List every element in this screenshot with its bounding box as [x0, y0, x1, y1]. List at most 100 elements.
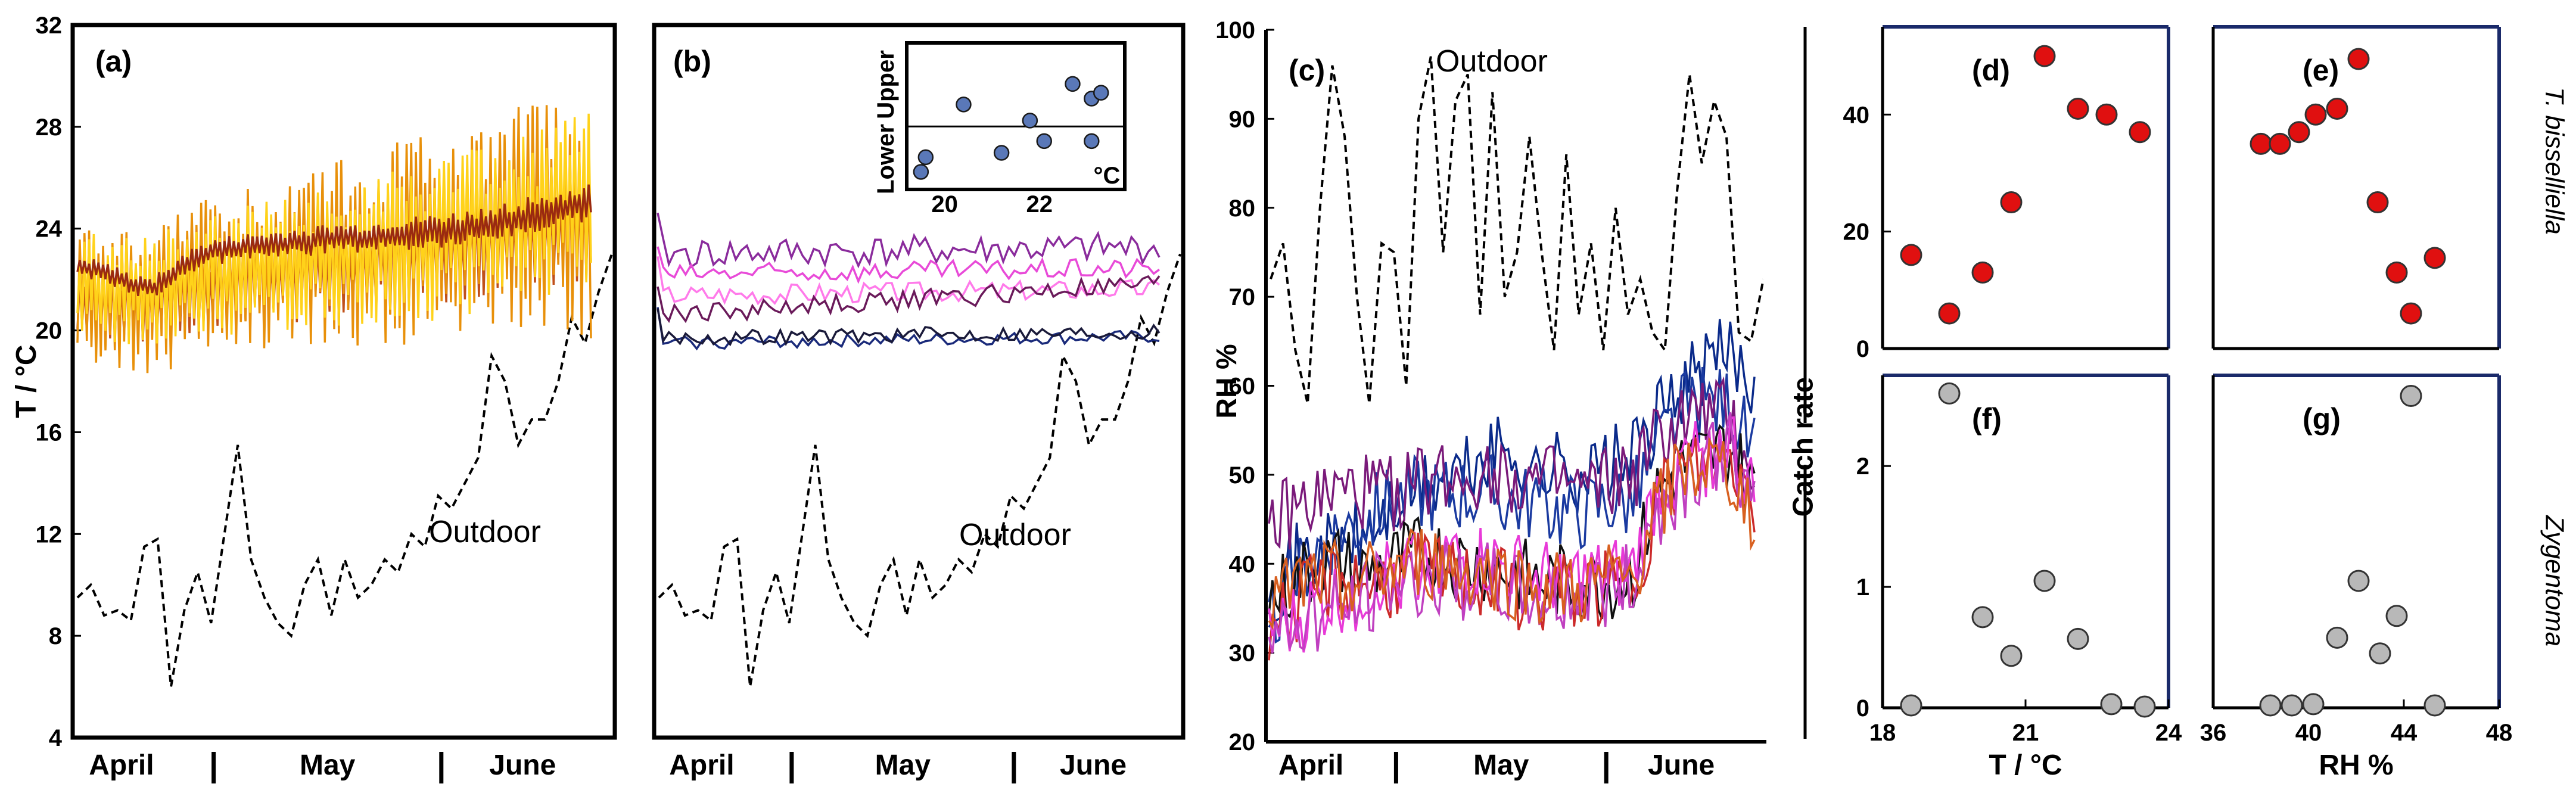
month-label-a-1: May — [300, 750, 356, 781]
panel-f: (f) 0 1 2 18 21 24 T / °C — [1856, 374, 2182, 781]
inset-unit: °C — [1094, 163, 1121, 189]
y-tick-label-a-6: 28 — [36, 114, 63, 141]
point-e-5 — [2347, 48, 2370, 70]
y-tick-label-d-1: 20 — [1843, 219, 1870, 245]
point-g-0 — [2259, 694, 2282, 717]
point-d-4 — [2033, 45, 2056, 67]
series-line-a-3 — [76, 184, 592, 296]
month-label-b-1: May — [875, 750, 931, 781]
outdoor-label-a: Outdoor — [429, 515, 541, 549]
point-e-0 — [2250, 132, 2272, 155]
point-e-8 — [2400, 302, 2422, 325]
point-g-5 — [2369, 642, 2391, 665]
x-tick-label-f-0: 18 — [1869, 720, 1896, 746]
point-e-3 — [2304, 103, 2327, 126]
panel-b-frame — [652, 23, 1186, 740]
y-tick-label-c-0: 20 — [1229, 729, 1256, 755]
y-tick-label-a-7: 32 — [36, 13, 63, 39]
point-f-6 — [2100, 693, 2123, 716]
x-axis-label-g: RH % — [2319, 750, 2393, 781]
point-f-7 — [2133, 695, 2156, 718]
series-line-b-5 — [657, 308, 1161, 347]
x-tick-label-g-2: 44 — [2391, 720, 2418, 746]
y-tick-label-a-5: 24 — [36, 216, 63, 242]
panel-a: 4 8 12 16 20 24 28 32 T / °C (a) April May June Outdo… — [11, 13, 617, 783]
point-e-1 — [2269, 132, 2291, 155]
month-label-c-0: April — [1278, 750, 1343, 781]
outdoor-label-b: Outdoor — [959, 518, 1071, 552]
point-d-2 — [1971, 261, 1994, 284]
y-tick-label-c-5: 70 — [1229, 284, 1256, 310]
y-tick-label-c-8: 100 — [1215, 17, 1255, 43]
y-axis-label-a: T / °C — [11, 344, 42, 418]
series-line-b-0 — [657, 213, 1161, 269]
point-f-2 — [1971, 606, 1994, 629]
point-g-1 — [2281, 694, 2303, 717]
species-bottom-label: Zygentoma — [2540, 515, 2569, 646]
series-line-b-3 — [657, 275, 1161, 324]
month-label-a-2: June — [489, 750, 556, 781]
y-tick-label-f-0: 0 — [1856, 695, 1869, 722]
point-d-7 — [2129, 121, 2151, 144]
inset-label-upper: Upper — [873, 50, 899, 119]
point-e-6 — [2366, 191, 2389, 214]
inset-point-0 — [913, 164, 929, 180]
inset-point-4 — [1022, 113, 1038, 129]
point-f-4 — [2033, 570, 2056, 592]
inset-point-5 — [1036, 133, 1052, 150]
month-label-b-2: June — [1060, 750, 1127, 781]
point-f-5 — [2067, 627, 2089, 650]
side-labels: Catch rate T. bisselliella Zygentoma — [1788, 27, 2569, 739]
point-e-9 — [2423, 247, 2446, 269]
outdoor-label-c: Outdoor — [1436, 44, 1548, 79]
series-line-b-2 — [657, 256, 1161, 306]
point-d-6 — [2095, 103, 2118, 126]
point-f-1 — [1938, 382, 1961, 405]
y-tick-label-f-2: 2 — [1856, 453, 1869, 480]
y-tick-label-a-1: 8 — [49, 623, 62, 649]
point-f-3 — [2000, 645, 2023, 667]
point-e-2 — [2288, 121, 2310, 144]
panel-label-f: (f) — [1972, 402, 2002, 436]
point-d-1 — [1938, 302, 1961, 325]
inset-x-tick-0: 20 — [931, 191, 958, 217]
point-g-6 — [2385, 605, 2408, 627]
point-d-5 — [2067, 97, 2089, 120]
panel-label-a: (a) — [95, 45, 132, 78]
catch-rate-label: Catch rate — [1788, 377, 1819, 517]
point-d-3 — [2000, 191, 2023, 214]
inset-frame — [905, 41, 1127, 191]
point-d-0 — [1900, 244, 1922, 266]
species-top-label: T. bisselliella — [2540, 87, 2569, 235]
inset-point-9 — [1084, 133, 1100, 150]
inset-point-2 — [956, 97, 972, 113]
point-g-8 — [2423, 694, 2446, 717]
inset-point-1 — [917, 149, 934, 166]
series-line-b-4 — [657, 307, 1160, 351]
y-tick-label-c-6: 80 — [1229, 195, 1256, 222]
series-line-c-2 — [1268, 376, 1756, 550]
x-axis-label-f: T / °C — [1989, 750, 2062, 781]
panel-label-g: (g) — [2303, 402, 2341, 436]
month-label-a-0: April — [89, 750, 154, 781]
x-tick-label-g-1: 40 — [2295, 720, 2322, 746]
panel-g: (g) 36 40 44 48 RH % — [2200, 374, 2512, 781]
panel-label-e: (e) — [2303, 54, 2339, 87]
panel-d: (d) 0 20 40 — [1843, 25, 2170, 362]
panel-c: 20 30 40 50 60 70 80 90 100 RH % (c) April May June Ou… — [1211, 17, 1766, 783]
y-tick-label-c-2: 40 — [1229, 551, 1256, 577]
y-tick-label-a-2: 12 — [36, 521, 63, 548]
month-label-b-0: April — [669, 750, 734, 781]
x-tick-label-g-0: 36 — [2200, 720, 2227, 746]
panel-b: (b) April May June Outdoor Upper Lower 20 22 °C — [652, 23, 1186, 783]
y-tick-label-c-4: 60 — [1229, 374, 1256, 400]
point-e-7 — [2385, 261, 2408, 284]
outdoor-series-c — [1270, 56, 1765, 404]
x-tick-label-f-2: 24 — [2155, 720, 2182, 746]
x-tick-label-f-1: 21 — [2012, 720, 2039, 746]
y-tick-label-a-0: 4 — [49, 725, 63, 751]
y-tick-label-d-0: 0 — [1856, 336, 1869, 362]
y-tick-label-c-1: 30 — [1229, 640, 1256, 667]
point-e-4 — [2326, 97, 2348, 120]
